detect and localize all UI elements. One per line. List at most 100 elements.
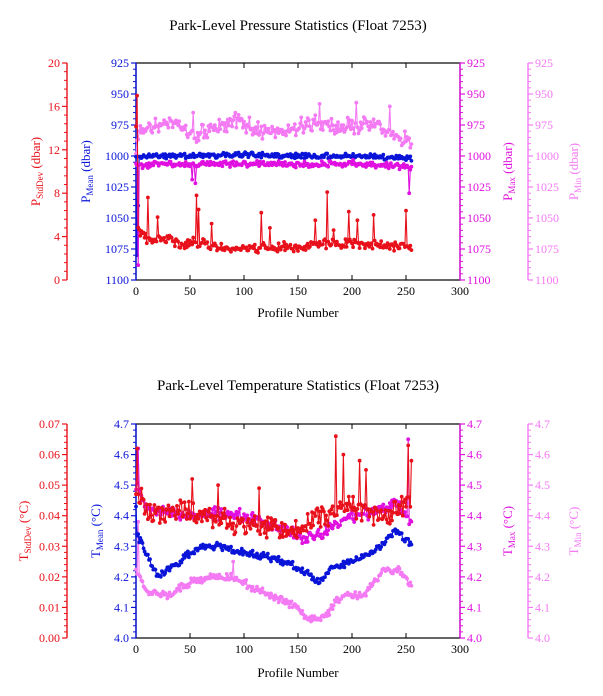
- data-point-mean: [323, 575, 327, 579]
- y-tick-label-min: 4.5: [535, 478, 550, 492]
- data-point-min: [287, 605, 292, 610]
- y-tick-label-mean: 4.5: [114, 478, 129, 492]
- data-point-max: [285, 525, 290, 530]
- data-point-max: [223, 159, 228, 164]
- data-point-max: [316, 527, 321, 532]
- data-point-std: [219, 241, 224, 246]
- data-point-mean: [265, 551, 270, 556]
- data-point-mean: [218, 542, 223, 547]
- data-point-std: [251, 246, 256, 251]
- data-point-min: [218, 127, 223, 131]
- data-point-std: [187, 243, 191, 248]
- y-tick-label-mean: 1100: [105, 273, 129, 287]
- y-tick-label-min: 4.3: [535, 539, 550, 553]
- data-point-std: [257, 486, 261, 491]
- data-point-min: [408, 145, 413, 150]
- data-point-std: [330, 504, 335, 509]
- data-point-std: [359, 518, 364, 523]
- data-point-max: [405, 514, 409, 519]
- data-point-min: [398, 136, 403, 141]
- data-point-std: [171, 508, 176, 513]
- data-point-std: [338, 500, 342, 505]
- data-point-std: [344, 245, 349, 249]
- data-point-mean: [136, 532, 141, 537]
- y-tick-label-std: 0.03: [39, 539, 60, 553]
- data-point-std: [216, 483, 221, 487]
- data-point-std: [397, 511, 402, 516]
- data-point-max: [231, 159, 236, 164]
- data-point-std: [281, 244, 285, 249]
- y-tick-label-min: 4.0: [535, 631, 550, 645]
- data-point-std: [229, 249, 233, 254]
- data-point-std: [335, 239, 339, 244]
- data-point-std: [163, 520, 168, 524]
- data-point-min: [316, 120, 321, 125]
- data-point-std: [286, 532, 291, 536]
- data-point-min: [350, 118, 354, 123]
- y-tick-label-min: 4.6: [535, 448, 550, 462]
- data-point-std: [328, 511, 333, 516]
- x-axis-label: Profile Number: [257, 305, 339, 320]
- data-point-std: [176, 512, 181, 516]
- data-point-mean: [373, 547, 378, 552]
- data-point-min: [207, 129, 212, 134]
- data-point-std: [176, 239, 181, 244]
- data-point-std: [391, 243, 395, 248]
- data-point-std: [268, 226, 272, 230]
- data-point-std: [194, 520, 199, 525]
- data-point-min: [333, 599, 338, 604]
- data-point-min: [257, 133, 261, 137]
- data-point-min: [178, 589, 183, 593]
- data-point-std: [222, 506, 227, 511]
- data-point-std: [146, 195, 150, 200]
- data-point-mean: [381, 152, 386, 157]
- data-point-std: [143, 509, 148, 514]
- y-tick-label-std: 0.06: [39, 448, 60, 462]
- data-point-min: [270, 124, 274, 129]
- data-point-mean: [239, 546, 244, 551]
- data-point-min: [202, 135, 206, 140]
- data-point-std: [283, 522, 287, 527]
- data-point-max: [406, 437, 411, 442]
- data-point-std: [322, 509, 326, 514]
- data-point-min: [140, 579, 145, 584]
- y-tick-label-max: 4.2: [467, 570, 482, 584]
- data-point-std: [323, 237, 327, 242]
- x-tick-label: 100: [235, 642, 253, 656]
- data-point-std: [181, 513, 186, 518]
- data-point-min: [300, 608, 305, 613]
- data-point-std: [363, 246, 367, 251]
- data-point-std: [371, 213, 376, 217]
- data-point-std: [196, 207, 201, 212]
- data-point-std: [324, 246, 328, 251]
- data-point-max: [381, 502, 386, 507]
- data-point-max: [326, 164, 331, 169]
- data-point-std: [341, 452, 346, 457]
- data-point-min: [310, 128, 314, 133]
- data-point-std: [189, 514, 194, 518]
- data-point-std: [161, 508, 165, 512]
- data-point-max: [408, 167, 413, 172]
- data-point-std: [206, 509, 211, 514]
- data-point-min: [231, 118, 236, 122]
- data-point-mean: [259, 155, 264, 160]
- data-point-min: [167, 590, 172, 595]
- data-point-std: [390, 518, 394, 523]
- data-point-std: [169, 235, 174, 240]
- data-point-max: [310, 533, 314, 538]
- data-point-std: [279, 521, 284, 525]
- data-point-std: [170, 505, 175, 510]
- data-point-min: [260, 137, 265, 141]
- y-tick-label-max: 4.1: [467, 600, 482, 614]
- data-point-min: [217, 572, 222, 577]
- data-point-min: [391, 129, 395, 134]
- x-tick-label: 150: [289, 642, 307, 656]
- data-point-std: [245, 520, 250, 525]
- data-point-min: [303, 120, 308, 124]
- y-tick-label-mean: 975: [111, 118, 129, 132]
- data-point-std: [200, 519, 204, 524]
- y-tick-label-min: 925: [535, 56, 553, 70]
- data-point-std: [247, 524, 252, 528]
- data-point-min: [185, 135, 190, 140]
